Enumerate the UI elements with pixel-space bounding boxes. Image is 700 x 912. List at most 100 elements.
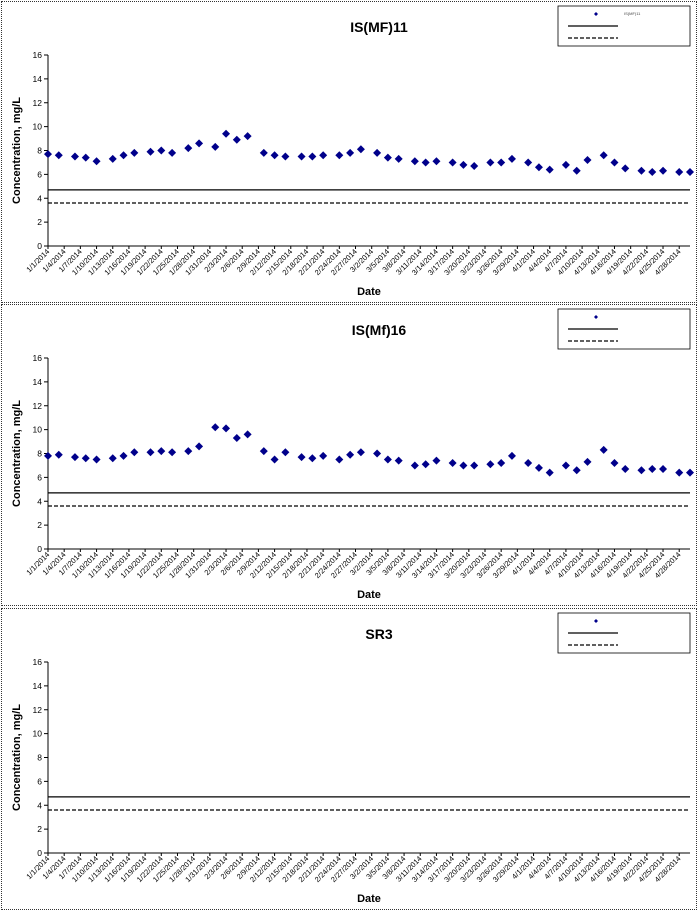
- data-point: [146, 147, 155, 156]
- chart-panel-sr3: SR3 Concentration, mg/L 0 2 4 6 8 10 12 14 16 1/1/2…: [1, 608, 697, 910]
- chart-svg-ismf11: IS(MF)11 Concentration, mg/L 0 2 4 6 8 10 12 14 16…: [11, 5, 694, 298]
- data-point: [168, 148, 177, 157]
- legend-marker: [594, 315, 598, 319]
- data-point: [507, 451, 516, 460]
- data-point: [92, 455, 101, 464]
- data-point: [686, 167, 694, 176]
- data-point: [383, 455, 392, 464]
- y-tick-label: 6: [37, 776, 42, 786]
- data-point: [157, 146, 166, 155]
- chart-panel-ismf11: IS(MF)11 Concentration, mg/L 0 2 4 6 8 10 12 14 16…: [1, 1, 697, 303]
- data-point: [497, 158, 506, 167]
- data-point: [470, 461, 479, 470]
- data-point: [545, 468, 554, 477]
- data-point: [335, 455, 344, 464]
- data-point: [119, 151, 128, 160]
- y-tick-label: 16: [33, 657, 43, 667]
- data-point: [637, 466, 646, 475]
- data-point: [168, 448, 177, 457]
- data-point: [410, 157, 419, 166]
- y-tick-label: 10: [33, 122, 43, 132]
- data-point: [232, 433, 241, 442]
- data-point: [243, 430, 252, 439]
- legend-marker: [594, 12, 598, 16]
- data-point: [648, 167, 657, 176]
- data-point: [211, 423, 220, 432]
- data-point: [534, 463, 543, 472]
- data-point: [507, 154, 516, 163]
- data-point: [130, 148, 139, 157]
- data-point: [648, 465, 657, 474]
- y-tick-label: 8: [37, 449, 42, 459]
- data-point: [243, 132, 252, 141]
- data-point: [81, 454, 90, 463]
- data-point: [356, 448, 365, 457]
- data-point: [195, 442, 204, 451]
- data-point: [572, 466, 581, 475]
- data-point: [534, 163, 543, 172]
- y-tick-label: 6: [37, 169, 42, 179]
- data-point: [621, 164, 630, 173]
- x-axis-label: Date: [357, 893, 381, 905]
- data-point: [346, 450, 355, 459]
- data-point: [432, 456, 441, 465]
- y-tick-label: 4: [37, 193, 42, 203]
- data-point: [346, 148, 355, 157]
- data-point: [308, 152, 317, 161]
- data-point: [319, 451, 328, 460]
- data-point: [561, 461, 570, 470]
- legend-entry: IS(MF)11: [624, 11, 641, 16]
- data-point: [259, 447, 268, 456]
- data-point: [44, 451, 52, 460]
- data-point: [308, 454, 317, 463]
- data-point: [70, 453, 79, 462]
- y-tick-label: 4: [37, 800, 42, 810]
- data-point: [270, 455, 279, 464]
- y-tick-label: 6: [37, 472, 42, 482]
- data-point: [70, 152, 79, 161]
- y-axis-label: Concentration, mg/L: [11, 97, 23, 204]
- data-point: [583, 156, 592, 165]
- data-point: [108, 154, 117, 163]
- data-point: [524, 158, 533, 167]
- data-point: [211, 142, 220, 151]
- y-axis-label: Concentration, mg/L: [11, 704, 23, 811]
- legend-marker: [594, 619, 598, 623]
- data-point: [44, 150, 52, 159]
- y-tick-label: 2: [37, 520, 42, 530]
- y-tick-label: 0: [37, 848, 42, 858]
- y-tick-label: 12: [33, 705, 43, 715]
- data-point: [383, 153, 392, 162]
- y-tick-label: 16: [33, 50, 43, 60]
- data-point: [119, 451, 128, 460]
- data-point: [572, 166, 581, 175]
- y-tick-label: 8: [37, 753, 42, 763]
- data-point: [146, 448, 155, 457]
- y-tick-label: 0: [37, 241, 42, 251]
- data-point: [130, 448, 139, 457]
- data-point: [281, 152, 290, 161]
- y-tick-label: 14: [33, 74, 43, 84]
- data-point: [610, 459, 619, 468]
- data-point: [259, 148, 268, 157]
- data-point: [448, 158, 457, 167]
- data-point: [486, 158, 495, 167]
- data-point: [486, 460, 495, 469]
- data-point: [686, 468, 694, 477]
- y-tick-label: 2: [37, 824, 42, 834]
- data-point: [222, 424, 231, 433]
- data-point: [675, 468, 684, 477]
- data-point: [410, 461, 419, 470]
- data-point: [335, 151, 344, 160]
- data-point: [232, 135, 241, 144]
- y-tick-label: 2: [37, 217, 42, 227]
- y-tick-label: 14: [33, 377, 43, 387]
- data-point: [621, 465, 630, 474]
- data-point: [222, 129, 231, 138]
- y-tick-label: 10: [33, 425, 43, 435]
- y-tick-label: 12: [33, 401, 43, 411]
- y-tick-label: 0: [37, 544, 42, 554]
- data-point: [421, 158, 430, 167]
- data-point: [184, 447, 193, 456]
